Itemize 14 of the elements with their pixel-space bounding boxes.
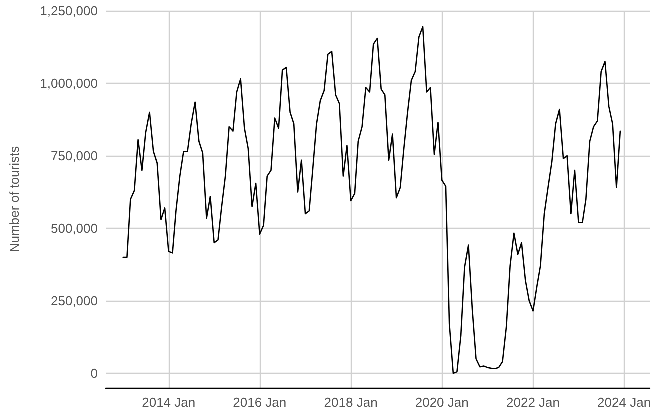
y-tick-label: 250,000: [51, 294, 98, 308]
y-tick-label: 500,000: [51, 221, 98, 236]
x-tick-label: 2016 Jan: [233, 395, 287, 410]
line-series: [122, 26, 622, 374]
y-axis-title: Number of tourists: [7, 146, 22, 253]
x-tick-label: 2020 Jan: [415, 395, 469, 410]
y-tick-label: 1,250,000: [40, 4, 98, 18]
x-tick-label: 2014 Jan: [142, 395, 196, 410]
x-tick-label: 2018 Jan: [324, 395, 378, 410]
x-tick-label: 2022 Jan: [506, 395, 560, 410]
y-tick-label: 750,000: [51, 148, 98, 164]
x-tick-label: 2024 Jan: [598, 395, 652, 410]
y-tick-label: 0: [90, 366, 98, 381]
y-tick-label: 1,000,000: [40, 76, 98, 91]
